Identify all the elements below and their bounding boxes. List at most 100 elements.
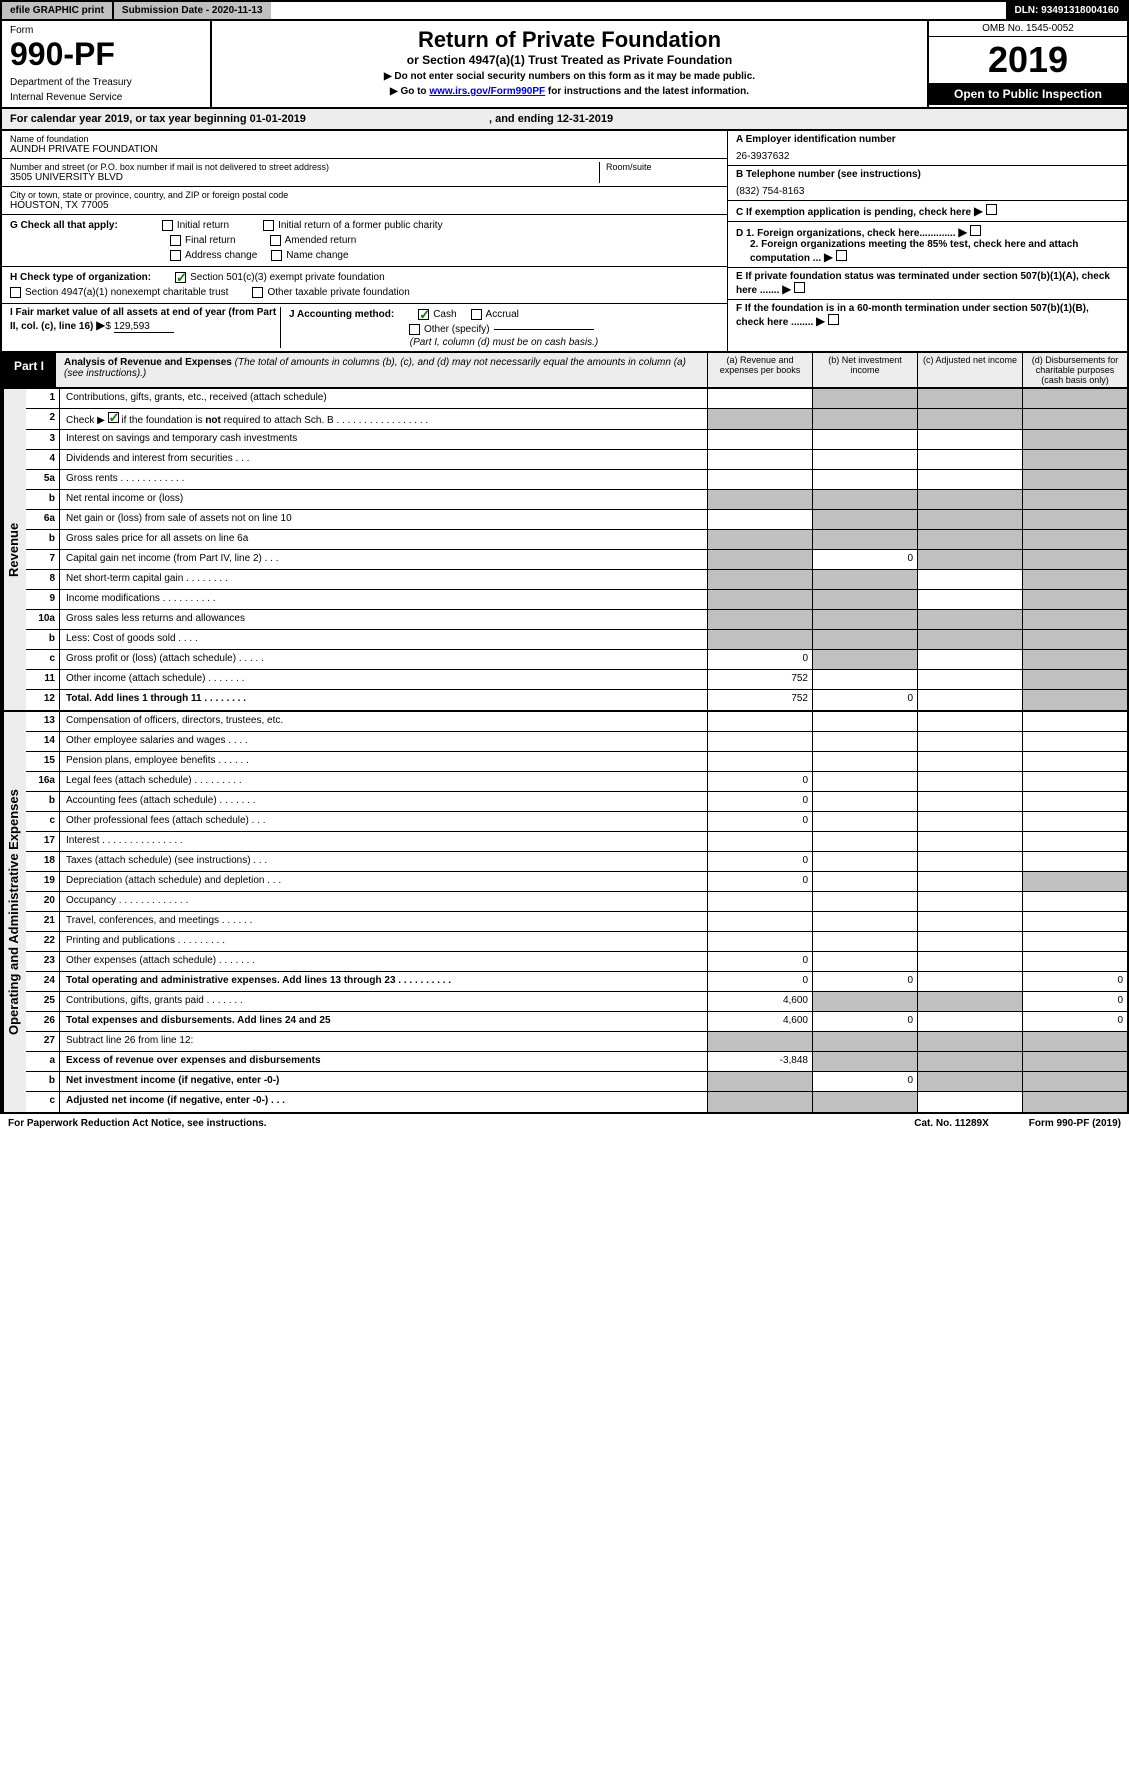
header-left: Form 990-PF Department of the Treasury I…: [2, 21, 212, 107]
form-number: 990-PF: [10, 36, 202, 73]
table-row: bLess: Cost of goods sold . . . .: [26, 630, 1127, 650]
instr-goto: ▶ Go to www.irs.gov/Form990PF for instru…: [218, 86, 921, 97]
address-change-label: Address change: [185, 250, 257, 261]
sch-b-checkbox[interactable]: [108, 412, 119, 423]
table-row: 24Total operating and administrative exp…: [26, 972, 1127, 992]
other-taxable-checkbox[interactable]: [252, 287, 263, 298]
initial-former-label: Initial return of a former public charit…: [278, 220, 443, 231]
instr-post: for instructions and the latest informat…: [545, 86, 749, 97]
foundation-name-cell: Name of foundation AUNDH PRIVATE FOUNDAT…: [2, 131, 727, 159]
table-row: bNet rental income or (loss): [26, 490, 1127, 510]
4947-label: Section 4947(a)(1) nonexempt charitable …: [25, 287, 228, 298]
e-checkbox[interactable]: [794, 282, 805, 293]
table-row: 17Interest . . . . . . . . . . . . . . .: [26, 832, 1127, 852]
address: 3505 UNIVERSITY BLVD: [10, 172, 599, 183]
calendar-year-row: For calendar year 2019, or tax year begi…: [0, 109, 1129, 131]
form-title: Return of Private Foundation: [218, 27, 921, 53]
accrual-label: Accrual: [486, 309, 519, 320]
g-label: G Check all that apply:: [10, 220, 118, 231]
name-label: Name of foundation: [10, 134, 719, 144]
arrow-icon: ▶: [782, 282, 791, 296]
table-row: 9Income modifications . . . . . . . . . …: [26, 590, 1127, 610]
part1-header: Part I Analysis of Revenue and Expenses …: [0, 353, 1129, 389]
final-return-checkbox[interactable]: [170, 235, 181, 246]
final-return-label: Final return: [185, 235, 236, 246]
table-row: 1Contributions, gifts, grants, etc., rec…: [26, 389, 1127, 409]
amended-return-checkbox[interactable]: [270, 235, 281, 246]
form-label: Form: [10, 25, 202, 36]
g-checks: G Check all that apply: Initial return I…: [2, 215, 727, 267]
e-label: E If private foundation status was termi…: [736, 271, 1110, 296]
table-row: aExcess of revenue over expenses and dis…: [26, 1052, 1127, 1072]
c-checkbox[interactable]: [986, 204, 997, 215]
room-label: Room/suite: [606, 162, 719, 172]
irs-link[interactable]: www.irs.gov/Form990PF: [429, 86, 545, 97]
city-label: City or town, state or province, country…: [10, 190, 719, 200]
part1-desc-bold: Analysis of Revenue and Expenses: [64, 357, 232, 368]
d2-label: 2. Foreign organizations meeting the 85%…: [750, 239, 1078, 264]
phone-cell: B Telephone number (see instructions) (8…: [728, 166, 1127, 201]
j-label: J Accounting method:: [289, 309, 394, 320]
d-cell: D 1. Foreign organizations, check here..…: [728, 222, 1127, 268]
cash-checkbox[interactable]: [418, 309, 429, 320]
table-row: 10aGross sales less returns and allowanc…: [26, 610, 1127, 630]
ein-cell: A Employer identification number 26-3937…: [728, 131, 1127, 166]
name-change-checkbox[interactable]: [271, 250, 282, 261]
f-checkbox[interactable]: [828, 314, 839, 325]
table-row: 13Compensation of officers, directors, t…: [26, 712, 1127, 732]
expenses-section: Operating and Administrative Expenses 13…: [0, 712, 1129, 1114]
address-cell: Number and street (or P.O. box number if…: [2, 159, 727, 187]
fmv-value: 129,593: [114, 321, 174, 333]
table-row: cAdjusted net income (if negative, enter…: [26, 1092, 1127, 1112]
entity-left: Name of foundation AUNDH PRIVATE FOUNDAT…: [2, 131, 727, 351]
other-method-checkbox[interactable]: [409, 324, 420, 335]
city-state-zip: HOUSTON, TX 77005: [10, 200, 719, 211]
part1-tab: Part I: [2, 353, 56, 387]
d1-checkbox[interactable]: [970, 225, 981, 236]
h-checks: H Check type of organization: Section 50…: [2, 267, 727, 304]
table-row: 8Net short-term capital gain . . . . . .…: [26, 570, 1127, 590]
col-c-header: (c) Adjusted net income: [917, 353, 1022, 387]
expenses-rows: 13Compensation of officers, directors, t…: [26, 712, 1127, 1112]
dept-irs: Internal Revenue Service: [10, 92, 202, 103]
entity-right: A Employer identification number 26-3937…: [727, 131, 1127, 351]
header-right: OMB No. 1545-0052 2019 Open to Public In…: [927, 21, 1127, 107]
table-row: 11Other income (attach schedule) . . . .…: [26, 670, 1127, 690]
d2-checkbox[interactable]: [836, 250, 847, 261]
table-row: cGross profit or (loss) (attach schedule…: [26, 650, 1127, 670]
initial-return-checkbox[interactable]: [162, 220, 173, 231]
c-label: C If exemption application is pending, c…: [736, 207, 971, 218]
cash-label: Cash: [433, 309, 456, 320]
501c3-checkbox[interactable]: [175, 272, 186, 283]
table-row: 23Other expenses (attach schedule) . . .…: [26, 952, 1127, 972]
table-row: 5aGross rents . . . . . . . . . . . .: [26, 470, 1127, 490]
4947-checkbox[interactable]: [10, 287, 21, 298]
table-row: 26Total expenses and disbursements. Add …: [26, 1012, 1127, 1032]
address-change-checkbox[interactable]: [170, 250, 181, 261]
arrow-icon: ▶: [958, 225, 967, 239]
amended-return-label: Amended return: [285, 235, 357, 246]
ein-label: A Employer identification number: [736, 134, 1119, 145]
revenue-section: Revenue 1Contributions, gifts, grants, e…: [0, 389, 1129, 712]
table-row: cOther professional fees (attach schedul…: [26, 812, 1127, 832]
table-row: 27Subtract line 26 from line 12:: [26, 1032, 1127, 1052]
table-row: 6aNet gain or (loss) from sale of assets…: [26, 510, 1127, 530]
city-cell: City or town, state or province, country…: [2, 187, 727, 215]
initial-former-checkbox[interactable]: [263, 220, 274, 231]
instr-pre: ▶ Go to: [390, 86, 429, 97]
c-cell: C If exemption application is pending, c…: [728, 201, 1127, 222]
table-row: 4Dividends and interest from securities …: [26, 450, 1127, 470]
table-row: 7Capital gain net income (from Part IV, …: [26, 550, 1127, 570]
accrual-checkbox[interactable]: [471, 309, 482, 320]
table-row: bGross sales price for all assets on lin…: [26, 530, 1127, 550]
phone-label: B Telephone number (see instructions): [736, 169, 1119, 180]
header-mid: Return of Private Foundation or Section …: [212, 21, 927, 107]
foundation-name: AUNDH PRIVATE FOUNDATION: [10, 144, 719, 155]
j-note: (Part I, column (d) must be on cash basi…: [289, 337, 719, 348]
f-label: F If the foundation is in a 60-month ter…: [736, 303, 1089, 328]
tax-year: 2019: [929, 37, 1127, 83]
arrow-icon: ▶: [816, 314, 825, 328]
footer-right: Form 990-PF (2019): [1029, 1118, 1121, 1129]
table-row: 18Taxes (attach schedule) (see instructi…: [26, 852, 1127, 872]
submission-date: Submission Date - 2020-11-13: [112, 2, 271, 19]
